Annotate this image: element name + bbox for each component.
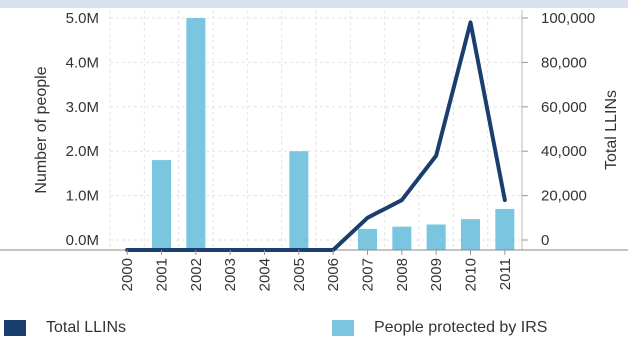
right-ticks: 0 20,000 40,000 60,000 80,000 100,000 [522, 10, 595, 249]
x-tick-label: 2010 [463, 258, 480, 291]
bar-irs-2002 [186, 18, 206, 250]
x-tick-label: 2006 [325, 258, 342, 291]
x-ticks: 2000 2001 2002 2003 2004 2005 2006 2007 2008 2009… [119, 250, 514, 291]
y-left-tick-label: 1.0M [66, 188, 99, 205]
y-right-tick-label: 100,000 [541, 10, 595, 27]
header-band [0, 0, 628, 8]
grid [109, 10, 523, 250]
x-tick-label: 2004 [257, 258, 274, 291]
x-tick-label: 2002 [188, 258, 205, 291]
x-tick-label: 2000 [119, 258, 136, 291]
x-tick-label: 2008 [394, 258, 411, 291]
legend-item-llins: Total LLINs [4, 319, 126, 337]
x-tick-label: 2001 [154, 258, 171, 291]
legend-label: Total LLINs [46, 319, 127, 336]
x-tick-label: 2011 [497, 258, 514, 290]
x-tick-label: 2005 [291, 258, 308, 291]
legend-swatch [4, 320, 26, 336]
bar-irs-2001 [152, 160, 171, 250]
x-tick-label: 2009 [428, 258, 445, 291]
y-right-tick-label: 20,000 [541, 188, 587, 205]
legend-swatch [332, 320, 354, 336]
bar-irs-2011 [495, 208, 515, 250]
bar-irs-2009 [426, 224, 446, 250]
bar-irs-2005 [289, 151, 309, 250]
y-left-tick-label: 5.0M [66, 10, 99, 27]
y-left-tick-label: 2.0M [66, 143, 99, 160]
y-left-tick-label: 0.0M [66, 232, 99, 249]
left-ticks: 0.0M 1.0M 2.0M 3.0M 4.0M 5.0M [66, 10, 99, 249]
y-right-tick-label: 40,000 [541, 143, 587, 160]
y-right-tick-label: 60,000 [541, 99, 587, 116]
bars [152, 18, 515, 250]
y-left-tick-label: 3.0M [66, 99, 99, 116]
line-total-llins [125, 20, 507, 252]
x-tick-label: 2007 [360, 258, 377, 291]
y-right-tick-label: 80,000 [541, 54, 587, 71]
legend-item-irs: People protected by IRS [332, 319, 547, 337]
bar-irs-2008 [392, 226, 412, 250]
y-right-label: Total LLINs [603, 90, 620, 170]
x-tick-label: 2003 [222, 258, 239, 291]
bar-irs-2010 [461, 219, 480, 250]
legend-label: People protected by IRS [374, 319, 548, 336]
chart: 0.0M 1.0M 2.0M 3.0M 4.0M 5.0M 0 20,000 40,000 60… [0, 10, 628, 291]
bar-irs-2007 [358, 228, 377, 250]
y-right-tick-label: 0 [541, 232, 549, 249]
y-left-tick-label: 4.0M [66, 54, 99, 71]
y-left-label: Number of people [33, 66, 50, 193]
